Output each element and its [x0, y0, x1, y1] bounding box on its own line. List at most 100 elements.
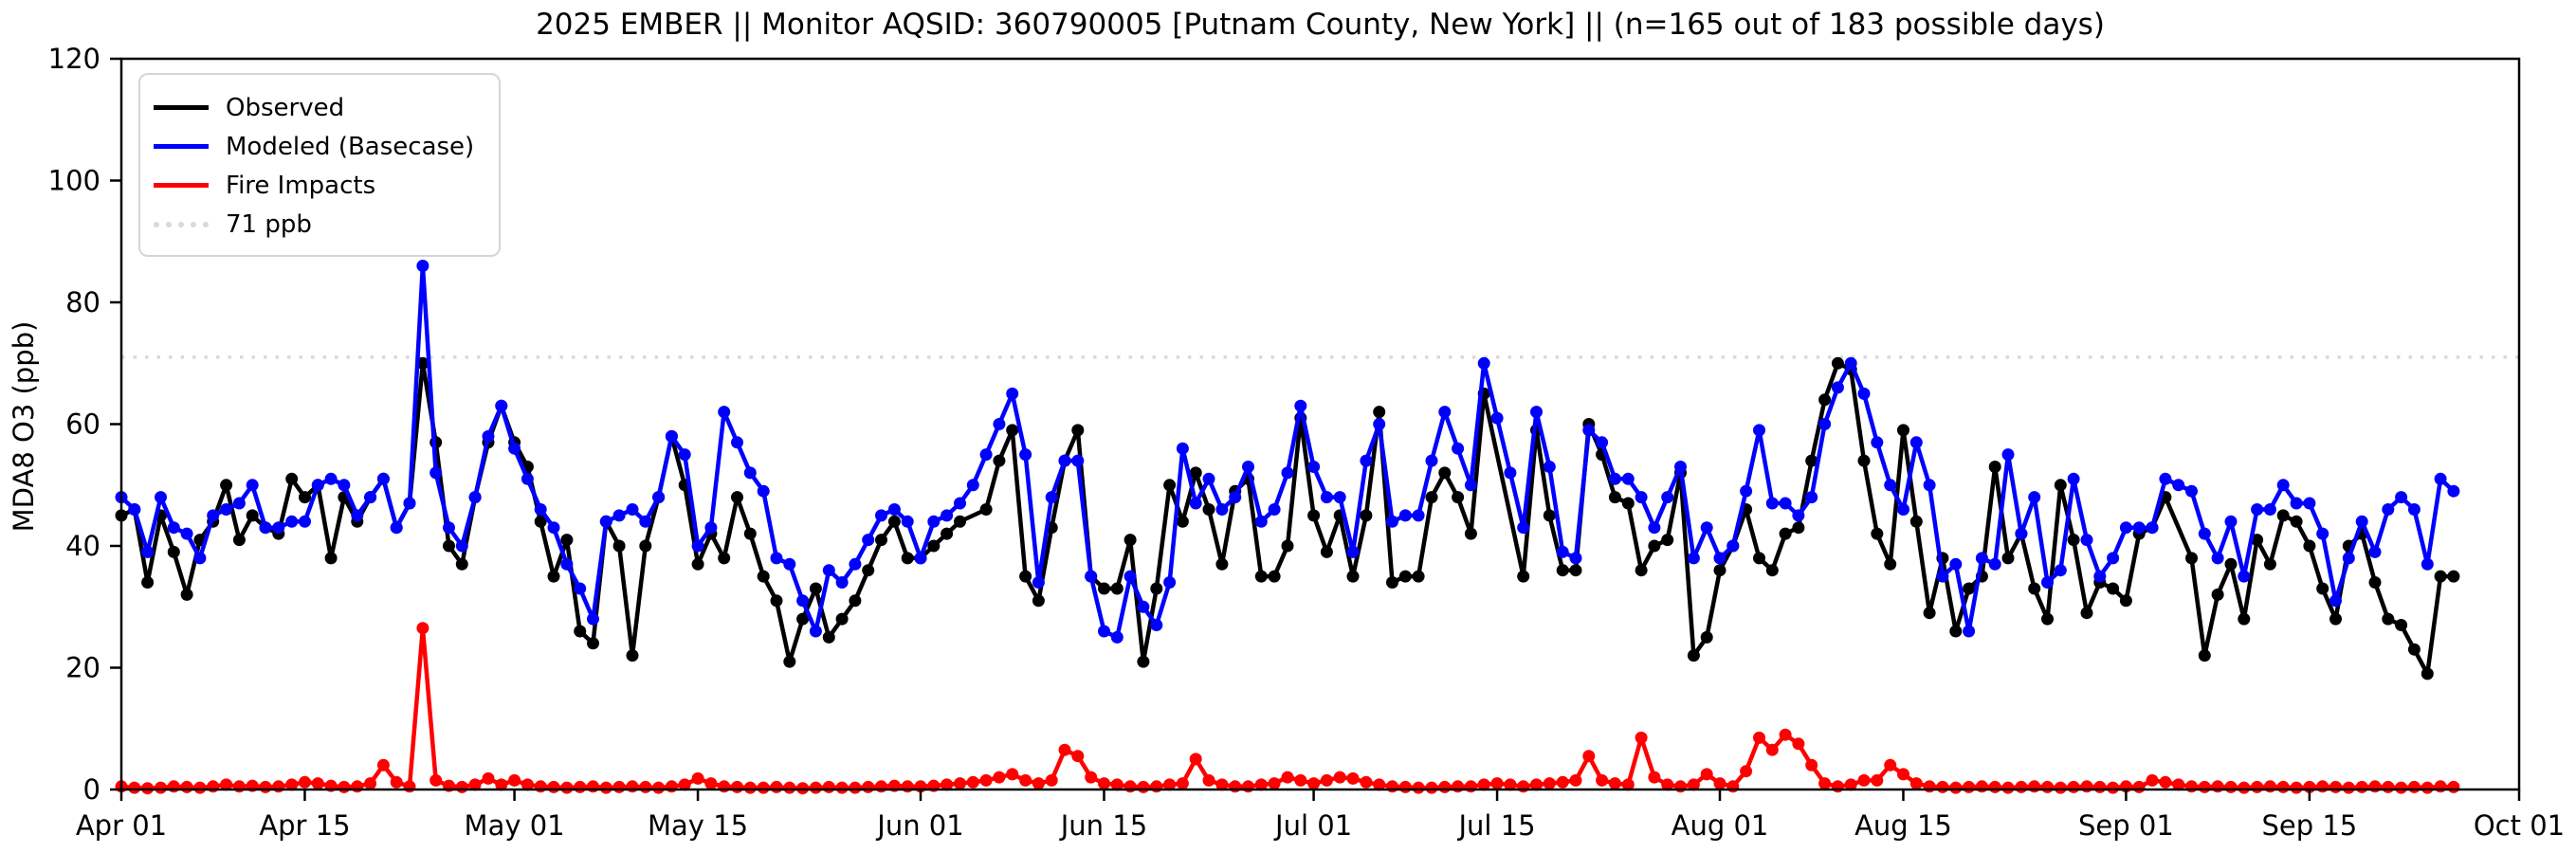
legend-label: 71 ppb	[226, 209, 312, 239]
data-point	[574, 780, 587, 793]
y-tick-label: 40	[65, 530, 100, 562]
data-point	[2159, 775, 2172, 789]
data-point	[1032, 594, 1045, 608]
data-point	[2224, 780, 2238, 793]
data-point	[220, 503, 233, 516]
data-point	[1556, 564, 1569, 577]
data-point	[468, 778, 482, 791]
data-point	[1019, 448, 1032, 462]
data-point	[941, 527, 954, 540]
data-point	[954, 497, 966, 510]
data-point	[941, 509, 954, 522]
data-point	[704, 777, 718, 790]
data-point	[2041, 780, 2054, 793]
data-point	[1687, 552, 1700, 565]
data-point	[927, 515, 941, 528]
data-point	[757, 781, 770, 794]
data-point	[2447, 780, 2460, 793]
data-point	[2316, 582, 2329, 595]
data-point	[993, 771, 1006, 784]
y-tick-label: 20	[65, 652, 100, 684]
data-point	[1779, 728, 1792, 741]
data-point	[678, 778, 691, 791]
data-point	[1792, 521, 1805, 535]
data-point	[2001, 781, 2015, 794]
legend-label: Observed	[226, 93, 345, 122]
data-point	[1176, 777, 1189, 790]
data-point	[1975, 552, 1988, 565]
data-point	[207, 509, 220, 522]
data-point	[246, 509, 259, 522]
data-point	[2080, 607, 2093, 620]
data-point	[1596, 773, 1609, 787]
data-point	[2290, 497, 2303, 510]
data-point	[1713, 564, 1726, 577]
data-point	[2001, 448, 2015, 462]
x-tick-label: Sep 15	[2261, 809, 2357, 842]
data-point	[1477, 356, 1490, 370]
data-point	[1871, 436, 1884, 449]
data-point	[862, 534, 875, 547]
data-point	[612, 780, 626, 793]
data-point	[1398, 570, 1412, 583]
data-point	[796, 782, 810, 795]
data-point	[2041, 612, 2054, 626]
data-point	[193, 781, 207, 794]
data-point	[351, 509, 364, 522]
data-point	[1373, 406, 1386, 419]
data-point	[1661, 491, 1674, 504]
data-point	[2015, 780, 2028, 793]
data-point	[2028, 582, 2041, 595]
data-point	[1477, 778, 1490, 791]
data-point	[482, 429, 495, 443]
data-point	[1333, 491, 1346, 504]
data-point	[285, 472, 299, 485]
data-point	[403, 780, 416, 793]
data-point	[887, 515, 901, 528]
data-point	[1687, 778, 1700, 791]
x-tick-label: Jun 01	[875, 809, 963, 842]
data-point	[299, 491, 311, 504]
data-point	[1648, 539, 1661, 553]
data-point	[2238, 570, 2251, 583]
data-point	[2028, 491, 2041, 504]
data-point	[770, 780, 783, 793]
data-point	[1909, 436, 1923, 449]
data-point	[1137, 780, 1150, 793]
data-point	[1805, 454, 1818, 467]
data-point	[2028, 780, 2041, 793]
data-point	[1818, 393, 1832, 407]
data-point	[495, 399, 508, 412]
data-point	[1215, 557, 1229, 571]
legend-label: Modeled (Basecase)	[226, 132, 475, 161]
data-point	[534, 780, 547, 793]
data-point	[1740, 484, 1753, 498]
data-point	[1726, 539, 1740, 553]
data-point	[2185, 484, 2198, 498]
data-point	[1124, 570, 1137, 583]
data-point	[390, 521, 403, 535]
data-point	[1398, 509, 1412, 522]
data-point	[875, 534, 887, 547]
data-point	[1189, 466, 1202, 480]
x-tick-label: May 01	[465, 809, 565, 842]
data-point	[2382, 612, 2395, 626]
data-point	[718, 552, 731, 565]
data-point	[324, 472, 338, 485]
data-point	[2407, 643, 2421, 656]
data-point	[1189, 753, 1202, 766]
x-tick-label: Jun 15	[1059, 809, 1147, 842]
data-point	[1058, 743, 1071, 756]
data-point	[1307, 461, 1321, 473]
data-point	[1464, 479, 1477, 492]
data-point	[1844, 356, 1857, 370]
data-point	[875, 509, 887, 522]
data-point	[1333, 771, 1346, 784]
data-point	[2316, 527, 2329, 540]
data-point	[1452, 442, 1465, 455]
data-point	[2080, 534, 2093, 547]
data-point	[1268, 503, 1281, 516]
data-point	[875, 780, 887, 793]
data-point	[1254, 515, 1268, 528]
